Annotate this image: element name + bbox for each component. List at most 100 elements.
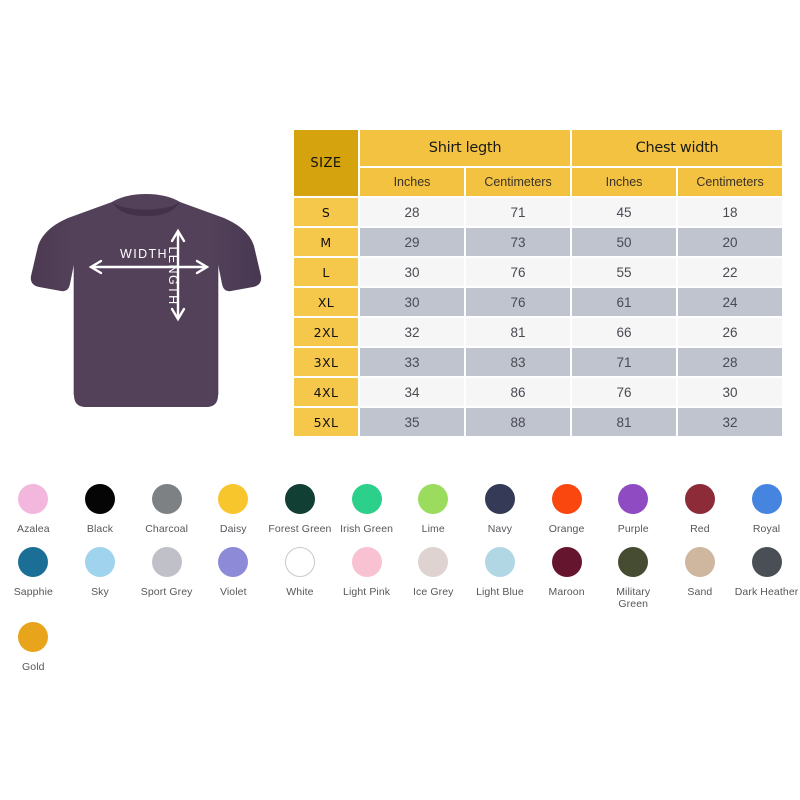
table-row: 3XL 33 83 71 28 [294, 348, 783, 376]
color-swatch[interactable]: Purple [600, 478, 667, 535]
color-swatch[interactable]: Red [667, 478, 734, 535]
swatch-row: Azalea Black Charcoal Daisy Forest Green Iris… [0, 478, 800, 535]
size-label-cell: L [294, 258, 358, 286]
color-swatch[interactable]: Daisy [200, 478, 267, 535]
swatch-dot[interactable] [18, 484, 49, 514]
swatch-dot[interactable] [551, 547, 582, 577]
size-label-cell: 4XL [294, 378, 358, 406]
chest-width-centimeters-cell: 28 [678, 348, 783, 376]
size-label-cell: M [294, 228, 358, 256]
swatch-label: Charcoal [145, 523, 189, 535]
shirt-length-inches-cell: 35 [360, 408, 464, 436]
color-swatch[interactable]: Lime [400, 478, 467, 535]
swatch-label: Sport Grey [140, 586, 193, 598]
shirt-length-inches-header: Inches [360, 168, 464, 196]
chest-width-centimeters-cell: 30 [678, 378, 783, 406]
swatch-dot[interactable] [418, 547, 449, 577]
swatch-dot[interactable] [351, 547, 382, 577]
table-header: SIZE Shirt legth Chest width Inches Cent… [294, 130, 783, 196]
color-swatch[interactable]: Dark Heather [733, 541, 800, 598]
length-arrow-head-top [170, 228, 186, 243]
swatch-dot[interactable] [484, 484, 515, 514]
size-label-cell: S [294, 198, 358, 226]
color-swatch[interactable]: Light Pink [333, 541, 400, 598]
color-swatch[interactable]: Sky [67, 541, 134, 598]
shirt-length-group-header: Shirt legth [360, 130, 571, 166]
color-swatch[interactable]: Maroon [533, 541, 600, 598]
color-swatch[interactable]: Ice Grey [400, 541, 467, 598]
swatch-label: Dark Heather [734, 586, 799, 598]
swatch-label: Azalea [16, 523, 50, 535]
size-label-cell: XL [294, 288, 358, 316]
size-label-cell: 5XL [294, 408, 358, 436]
swatch-dot[interactable] [218, 547, 249, 577]
swatch-dot[interactable] [284, 484, 315, 514]
color-swatch[interactable]: Light Blue [467, 541, 534, 598]
chest-width-inches-cell: 61 [572, 288, 677, 316]
swatch-label: Gold [22, 661, 45, 673]
color-swatch[interactable]: Gold [0, 616, 67, 673]
color-swatch[interactable]: Military Green [600, 541, 667, 610]
swatch-dot[interactable] [84, 547, 115, 577]
swatch-dot[interactable] [684, 484, 715, 514]
swatch-dot[interactable] [551, 484, 582, 514]
swatch-dot[interactable] [84, 484, 115, 514]
color-swatch[interactable]: Irish Green [333, 478, 400, 535]
chest-width-inches-cell: 55 [572, 258, 677, 286]
swatch-dot[interactable] [151, 484, 182, 514]
swatch-dot[interactable] [418, 484, 449, 514]
chest-width-centimeters-header: Centimeters [678, 168, 783, 196]
swatch-dot[interactable] [751, 484, 782, 514]
swatch-dot[interactable] [18, 547, 49, 577]
color-swatch[interactable]: Forest Green [267, 478, 334, 535]
table-row: XL 30 76 61 24 [294, 288, 783, 316]
swatch-dot[interactable] [18, 622, 49, 652]
chest-width-inches-cell: 81 [572, 408, 677, 436]
chest-width-inches-cell: 45 [572, 198, 677, 226]
color-swatch[interactable]: Violet [200, 541, 267, 598]
color-swatch[interactable]: Azalea [0, 478, 67, 535]
swatch-dot[interactable] [684, 547, 715, 577]
color-swatch[interactable]: Navy [467, 478, 534, 535]
chest-width-inches-cell: 76 [572, 378, 677, 406]
color-swatch[interactable]: Sand [667, 541, 734, 598]
swatch-label: Sapphie [13, 586, 53, 598]
swatch-dot[interactable] [151, 547, 182, 577]
color-swatch[interactable]: Orange [533, 478, 600, 535]
shirt-length-inches-cell: 33 [360, 348, 464, 376]
swatch-dot[interactable] [484, 547, 515, 577]
swatch-dot[interactable] [618, 484, 649, 514]
swatch-dot[interactable] [351, 484, 382, 514]
color-swatch[interactable]: Royal [733, 478, 800, 535]
swatch-dot[interactable] [751, 547, 782, 577]
swatch-dot[interactable] [618, 547, 649, 577]
color-swatch-area: Azalea Black Charcoal Daisy Forest Green Iris… [0, 478, 800, 673]
shirt-length-centimeters-cell: 71 [466, 198, 571, 226]
swatch-label: Daisy [219, 523, 247, 535]
shirt-body-shape [30, 194, 262, 407]
swatch-row: Gold [0, 616, 800, 673]
color-swatch[interactable]: Black [67, 478, 134, 535]
table-row: L 30 76 55 22 [294, 258, 783, 286]
swatch-label: Violet [219, 586, 247, 598]
color-swatch[interactable]: Sport Grey [133, 541, 200, 598]
size-label-cell: 2XL [294, 318, 358, 346]
swatch-dot[interactable] [284, 547, 315, 577]
chest-width-centimeters-cell: 32 [678, 408, 783, 436]
shirt-length-centimeters-cell: 73 [466, 228, 571, 256]
swatch-label: Red [690, 523, 710, 535]
swatch-label: Purple [617, 523, 649, 535]
chest-width-group-header: Chest width [572, 130, 783, 166]
swatch-label: Royal [752, 523, 781, 535]
swatch-label: Black [86, 523, 114, 535]
length-arrow-head-bottom [170, 307, 186, 322]
shirt-length-inches-cell: 30 [360, 258, 464, 286]
swatch-dot[interactable] [218, 484, 249, 514]
length-label: LENGTH [166, 246, 180, 305]
color-swatch[interactable]: Sapphie [0, 541, 67, 598]
shirt-length-inches-cell: 29 [360, 228, 464, 256]
shirt-length-inches-cell: 28 [360, 198, 464, 226]
color-swatch[interactable]: Charcoal [133, 478, 200, 535]
color-swatch[interactable]: White [267, 541, 334, 598]
size-column-header: SIZE [294, 130, 358, 196]
